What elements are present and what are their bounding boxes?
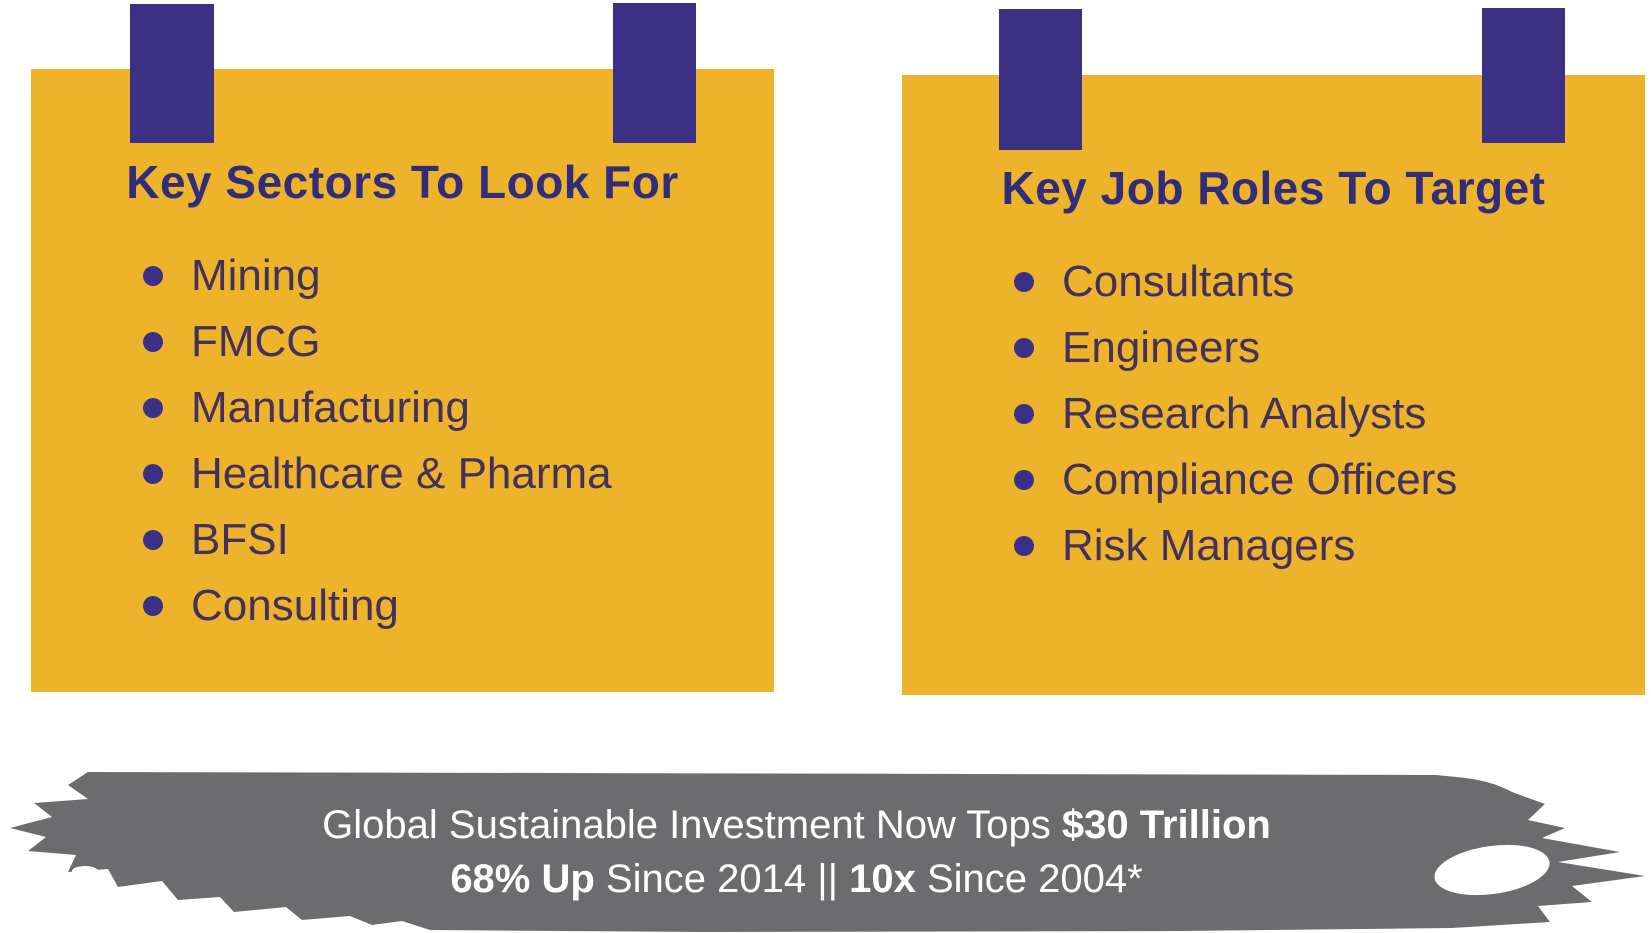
list-item: Engineers [1014,315,1645,381]
list-item-label: Healthcare & Pharma [191,449,612,498]
banner-line-2-regular-2004: Since 2004* [915,856,1143,901]
list-item-label: Engineers [1062,323,1261,372]
tape-icon [130,4,214,143]
list-item-label: Risk Managers [1062,521,1356,570]
stats-banner: Global Sustainable Investment Now Tops $… [0,770,1651,933]
list-item: Consultants [1014,249,1645,315]
bullet-dot [143,464,163,484]
key-job-roles-list: Consultants Engineers Research Analysts … [902,249,1645,579]
list-item: FMCG [143,309,774,375]
list-item: BFSI [143,507,774,573]
banner-line-1-regular: Global Sustainable Investment Now Tops [322,802,1062,847]
list-item: Manufacturing [143,375,774,441]
list-item-label: Mining [191,251,321,300]
list-item: Compliance Officers [1014,447,1645,513]
list-item: Healthcare & Pharma [143,441,774,507]
bullet-dot [143,530,163,550]
list-item: Consulting [143,573,774,639]
bullet-dot [143,596,163,616]
list-item-label: Consulting [191,581,399,630]
bullet-dot [143,398,163,418]
tape-icon [1482,8,1565,143]
banner-line-2-bold-68: 68% Up [450,856,595,901]
key-sectors-title: Key Sectors To Look For [126,156,679,208]
list-item: Mining [143,243,774,309]
banner-line-1-bold: $30 Trillion [1061,802,1271,847]
banner-line-2-regular-2014: Since 2014 || [594,856,850,901]
bullet-dot [1014,536,1034,556]
list-item-label: Compliance Officers [1062,455,1458,504]
bullet-dot [143,266,163,286]
tape-icon [999,9,1082,150]
list-item-label: Manufacturing [191,383,470,432]
list-item-label: Consultants [1062,257,1295,306]
bullet-dot [1014,470,1034,490]
key-sectors-card: Key Sectors To Look For Mining FMCG Manu… [31,69,774,692]
key-job-roles-card: Key Job Roles To Target Consultants Engi… [902,75,1645,695]
bullet-dot [143,332,163,352]
banner-line-1: Global Sustainable Investment Now Tops $… [322,798,1271,852]
list-item-label: BFSI [191,515,289,564]
key-job-roles-title: Key Job Roles To Target [1001,162,1546,214]
bullet-dot [1014,338,1034,358]
bullet-dot [1014,272,1034,292]
banner-text: Global Sustainable Investment Now Tops $… [0,770,1651,933]
list-item: Research Analysts [1014,381,1645,447]
list-item-label: Research Analysts [1062,389,1427,438]
tape-icon [613,3,696,143]
list-item: Risk Managers [1014,513,1645,579]
bullet-dot [1014,404,1034,424]
banner-line-2: 68% Up Since 2014 || 10x Since 2004* [450,852,1142,906]
brush-stroke-background [10,772,1645,932]
list-item-label: FMCG [191,317,321,366]
key-sectors-list: Mining FMCG Manufacturing Healthcare & P… [31,243,774,639]
banner-line-2-bold-10x: 10x [849,856,916,901]
